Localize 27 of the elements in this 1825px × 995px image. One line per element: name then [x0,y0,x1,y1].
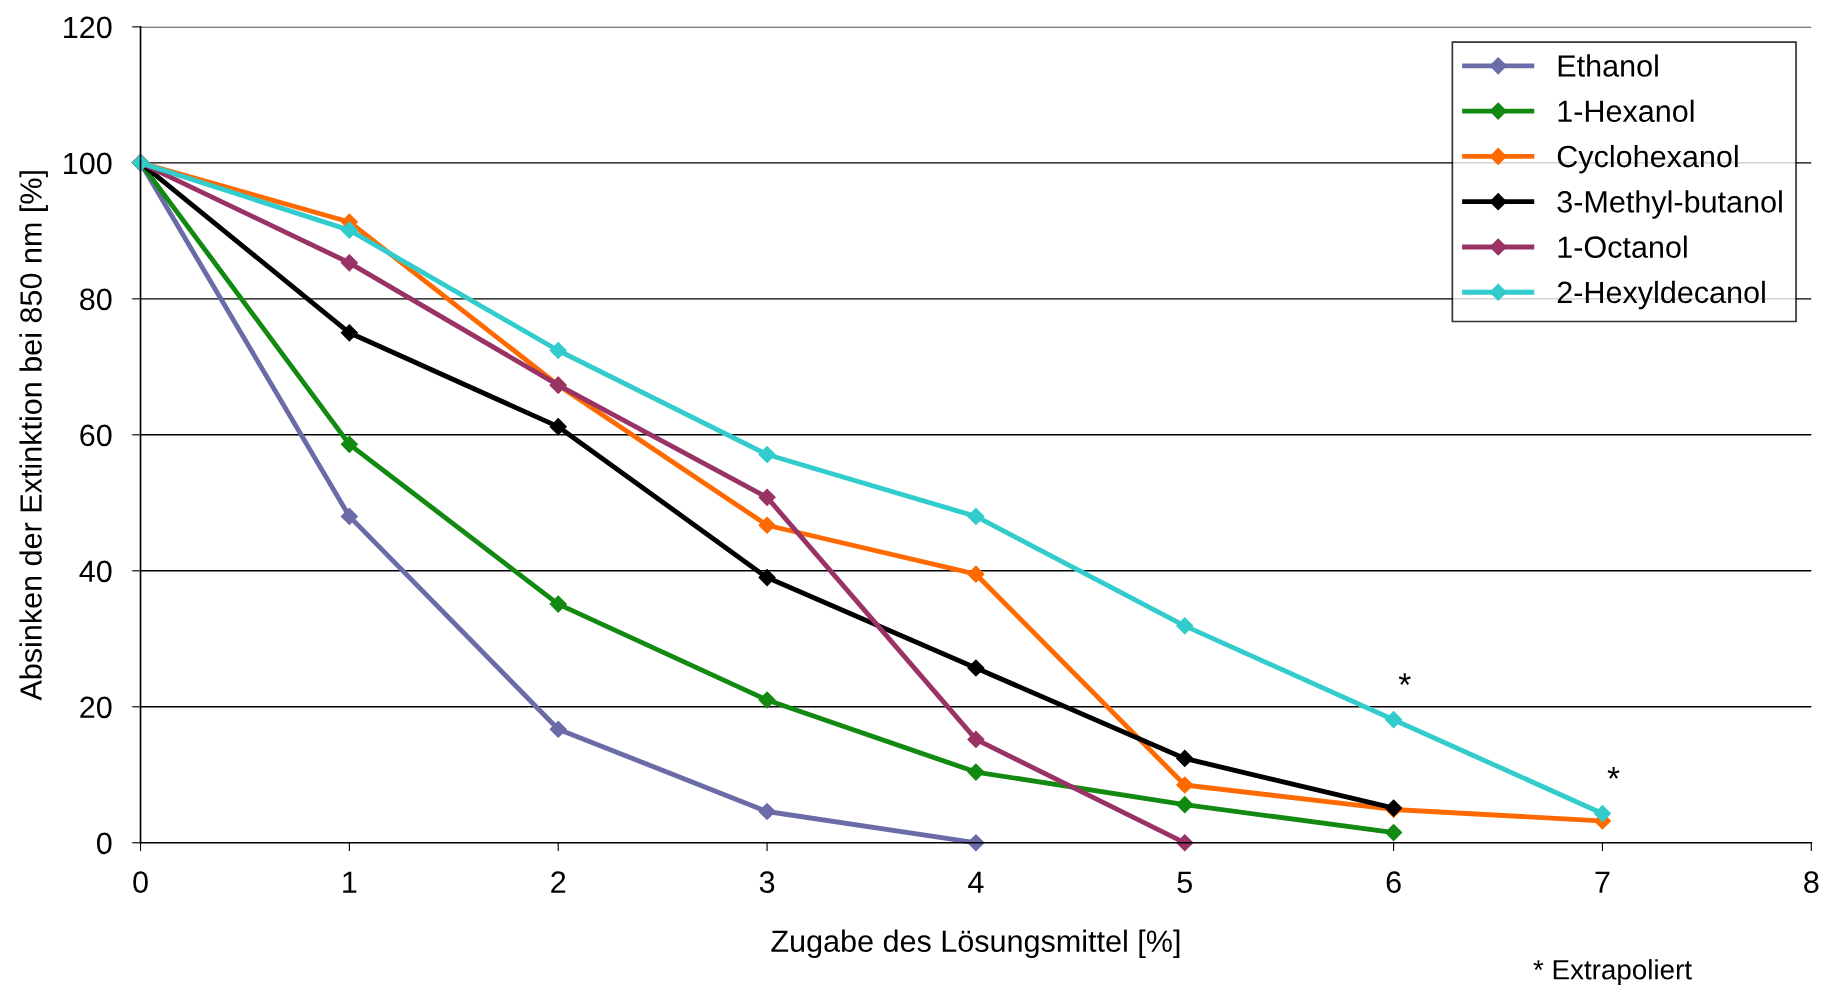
x-tick-label: 1 [343,871,357,893]
legend-label: 3-Methyl-butanol [1557,190,1782,219]
y-tick-label: 100 [64,152,112,175]
text: * Extrapoliert [1533,959,1692,986]
y-tick-label: 120 [64,16,112,39]
y-tick-label: 0 [96,832,112,855]
x-tick-label: 4 [968,871,984,893]
x-tick-label: 8 [1804,871,1819,893]
y-tick-label: 40 [79,560,112,583]
y-tick-label: 60 [80,424,112,447]
x-axis-title: Zugabe des Lösungsmittel [%] [771,929,1180,959]
legend-label: 1-Octanol [1558,235,1687,258]
legend-label: 1-Hexanol [1558,99,1694,123]
y-axis-title: Absinken der Extinktion bei 850 nm [%] [19,171,48,701]
y-tick-label: 80 [80,288,112,311]
x-tick-label: 3 [759,871,775,893]
legend-label: Cyclohexanol [1557,144,1738,174]
x-tick-label: 2 [551,871,566,893]
x-tick-label: 0 [133,871,148,893]
annotation: * [1607,767,1620,779]
annotation: * [1398,673,1411,685]
legend-label: Ethanol [1558,54,1658,77]
x-tick-label: 6 [1386,871,1401,893]
x-tick-label: 5 [1177,871,1192,893]
y-tick-label: 20 [80,696,112,719]
x-tick-label: 7 [1595,871,1610,893]
legend-label: 2-Hexyldecanol [1557,280,1765,310]
